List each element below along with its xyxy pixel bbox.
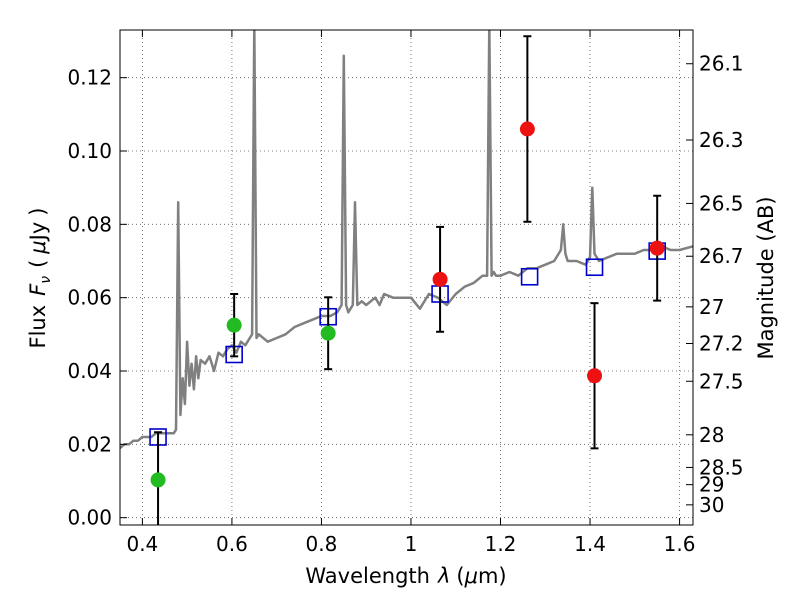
- red-data-point: [587, 368, 603, 384]
- green-data-point: [320, 325, 336, 341]
- x-axis-label-symbol: λ: [437, 564, 450, 588]
- x-axis-label-unit-rest: m): [478, 564, 507, 588]
- x-tick-label: 1.6: [664, 532, 696, 556]
- x-axis-label: Wavelength λ (μm): [305, 564, 506, 588]
- secondary-y-axis-label: Magnitude (AB): [754, 196, 778, 359]
- y-axis-label: Flux Fν ( μJy): [26, 208, 54, 349]
- red-data-point: [519, 121, 535, 137]
- axis-ticks: 0.4 0.6 0.8 1 1.2 1.4 1.6 0.00 0.02 0.04 0.06 0.08 0…: [67, 30, 744, 556]
- y-axis-label-unit-close: ): [26, 208, 50, 216]
- x-tick-label: 0.8: [306, 532, 338, 556]
- x-tick-label: 1.2: [485, 532, 517, 556]
- photometry-points: [150, 121, 665, 488]
- y-tick-label: 0.02: [67, 432, 112, 456]
- error-bars: [154, 35, 662, 525]
- y-axis-label-main: Flux: [26, 305, 50, 349]
- x-tick-label: 1: [405, 532, 418, 556]
- y-tick-label: 0.04: [67, 359, 112, 383]
- y2-tick-label: 30: [699, 493, 724, 517]
- y2-tick-label: 26.7: [699, 244, 744, 268]
- y2-tick-label: 27: [699, 295, 724, 319]
- y2-tick-label: 27.5: [699, 369, 744, 393]
- spectrum-series: [120, 30, 693, 449]
- x-tick-label: 0.6: [216, 532, 248, 556]
- y-tick-label: 0.10: [67, 139, 112, 163]
- y2-tick-label: 26.1: [699, 52, 744, 76]
- x-tick-label: 0.4: [126, 532, 158, 556]
- y-tick-label: 0.08: [67, 212, 112, 236]
- y2-tick-label: 28.5: [699, 455, 744, 479]
- x-axis-label-unit-open: (: [456, 564, 464, 588]
- y2-tick-label: 28: [699, 423, 724, 447]
- spectrum-line: [120, 30, 693, 449]
- y2-tick-label: 26.3: [699, 128, 744, 152]
- x-tick-label: 1.4: [574, 532, 606, 556]
- y-axis-label-symbol: F: [26, 283, 50, 296]
- y-axis-label-unit-mu: μ: [26, 240, 50, 254]
- model-squares-series: [149, 242, 666, 446]
- y-axis-label-unit-open: (: [26, 260, 50, 268]
- green-data-point: [226, 317, 242, 333]
- y-tick-label: 0.12: [67, 66, 112, 90]
- grid-lines: [120, 30, 693, 525]
- y-axis-label-subscript: ν: [38, 276, 54, 284]
- green-data-point: [150, 472, 166, 488]
- y-tick-label: 0.06: [67, 286, 112, 310]
- y-tick-label: 0.00: [67, 506, 112, 530]
- model-square-marker: [520, 267, 539, 286]
- y2-tick-label: 26.5: [699, 191, 744, 215]
- y2-tick-label: 27.2: [699, 332, 744, 356]
- y-axis-label-unit-rest: Jy: [26, 222, 50, 243]
- x-axis-label-unit-mu: μ: [464, 564, 478, 588]
- red-data-point: [432, 271, 448, 287]
- plot-area-frame: [119, 29, 694, 526]
- y2-tick-label: 29: [699, 473, 724, 497]
- red-data-point: [649, 240, 665, 256]
- x-axis-label-main: Wavelength: [305, 564, 430, 588]
- model-square-marker: [585, 258, 604, 277]
